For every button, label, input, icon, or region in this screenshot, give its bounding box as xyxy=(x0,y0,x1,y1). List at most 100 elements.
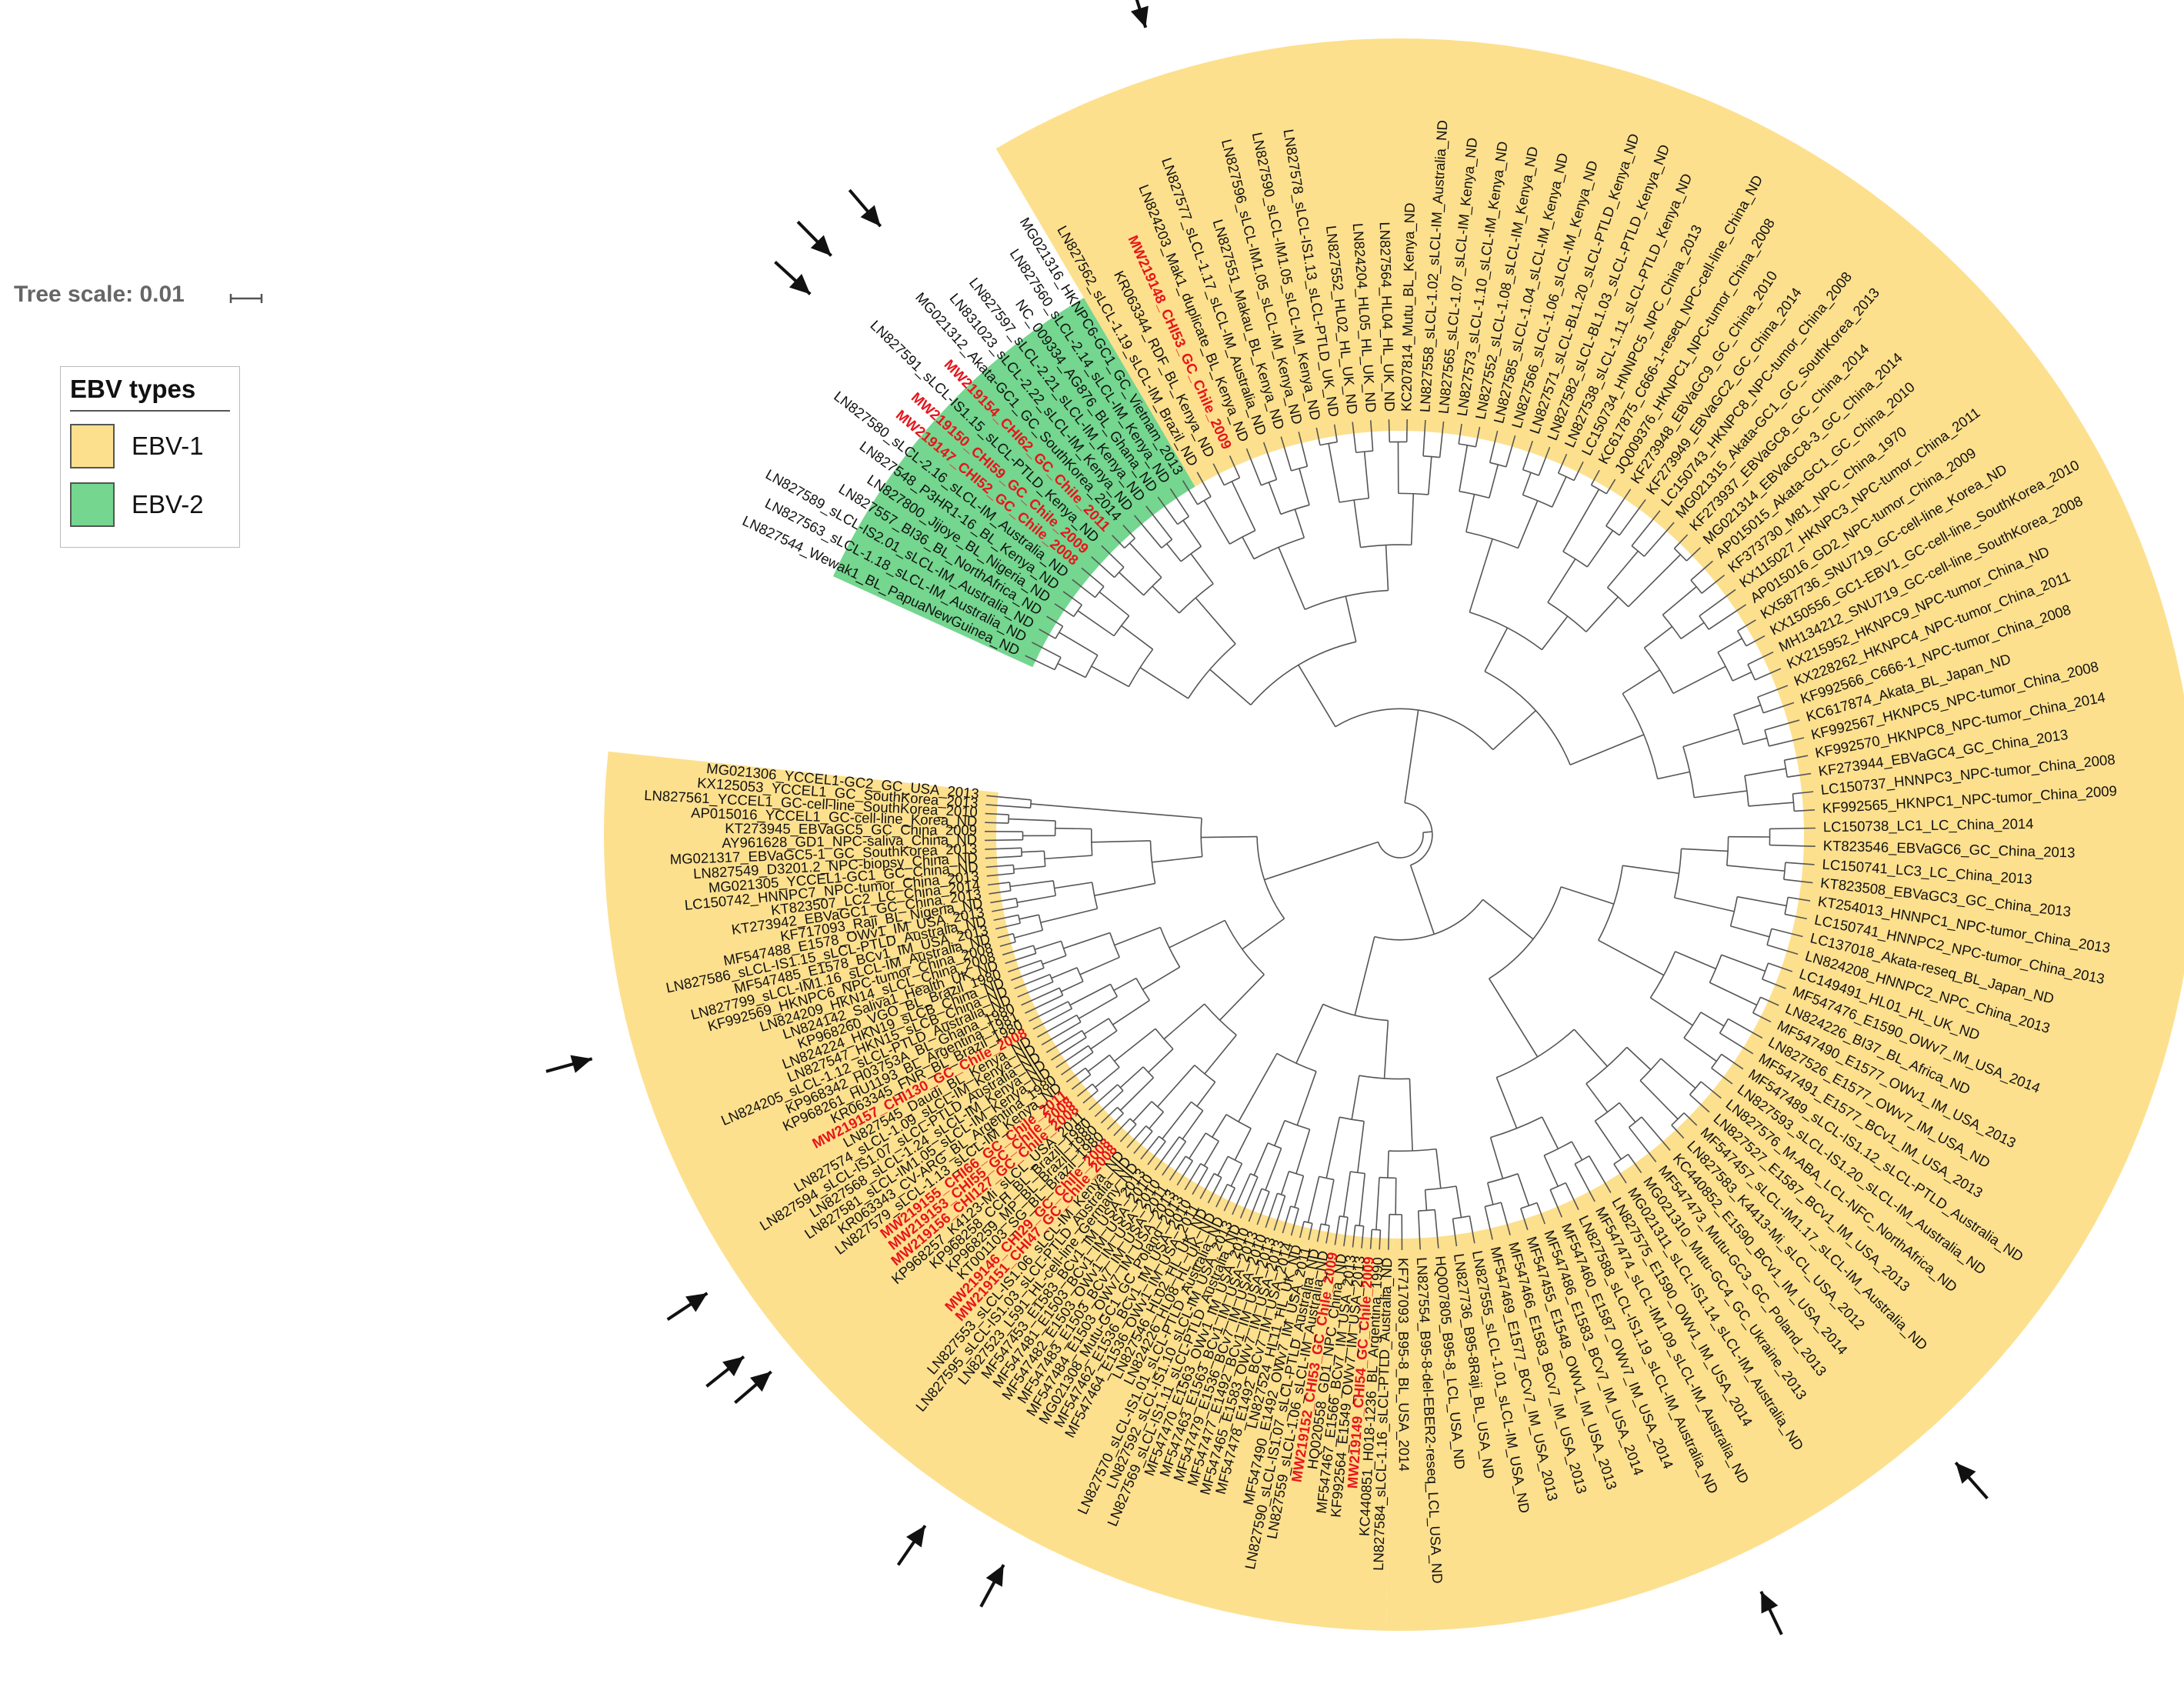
tree-branch xyxy=(1689,1094,1710,1113)
tree-branch xyxy=(1788,896,1811,902)
tree-branch xyxy=(1489,430,1499,463)
tree-branch xyxy=(1185,1155,1193,1162)
tree-branch xyxy=(1662,586,1697,615)
tree-branch xyxy=(1215,1184,1229,1208)
tree-branch xyxy=(1726,865,1786,872)
arrow-head-icon xyxy=(906,1525,925,1548)
tree-branch xyxy=(1205,1132,1219,1142)
tree-branch xyxy=(1117,1084,1124,1092)
tree-branch xyxy=(1063,932,1111,949)
tree-branch xyxy=(1061,981,1084,992)
tree-branch xyxy=(1619,1102,1636,1123)
tree-branch xyxy=(1598,939,1665,976)
tree-branch xyxy=(1398,492,1429,495)
tree-branch xyxy=(1794,808,1816,812)
tree-branch xyxy=(990,897,1017,904)
tree-branch xyxy=(1424,1189,1428,1211)
tree-branch xyxy=(1628,1126,1657,1162)
tree-branch xyxy=(1333,424,1339,442)
tree-branch xyxy=(1549,1182,1566,1191)
tree-branch xyxy=(1021,987,1060,1006)
tree-branch xyxy=(1294,508,1305,538)
tree-branch xyxy=(1459,443,1476,448)
tree-branch xyxy=(1517,500,1539,548)
legend-swatch-ebv2 xyxy=(70,482,115,527)
tree-branch xyxy=(1042,955,1067,965)
tree-branch xyxy=(1721,954,1766,972)
tree-branch xyxy=(1674,897,1735,912)
tree-branch xyxy=(1345,596,1357,642)
arrow-head-icon xyxy=(810,235,832,256)
tree-branch xyxy=(1227,1155,1242,1165)
tree-branch xyxy=(1147,1141,1166,1165)
tree-branch xyxy=(1025,995,1063,1014)
tree-branch xyxy=(1585,1083,1609,1113)
tree-branch xyxy=(1307,1176,1320,1223)
tree-branch xyxy=(1054,882,1092,889)
tree-branch xyxy=(1029,1001,1069,1022)
tree-branch xyxy=(1032,642,1062,658)
tree-branch xyxy=(1434,1209,1439,1249)
tree-branch xyxy=(1087,1054,1110,1072)
tree-branch xyxy=(992,905,1019,912)
tree-branch xyxy=(1044,855,1092,860)
tree-branch xyxy=(1112,999,1150,1025)
tree-branch xyxy=(1015,898,1019,907)
tree-branch xyxy=(1682,728,1739,748)
tree-branch xyxy=(1484,627,1509,672)
tree-branch xyxy=(995,922,1021,930)
tree-branch xyxy=(1363,452,1370,498)
tree-branch xyxy=(1069,983,1111,1006)
tree-branch xyxy=(1343,1217,1349,1247)
tree-branch xyxy=(1029,799,1032,808)
tree-branch xyxy=(1204,1034,1237,1075)
tree-branches xyxy=(985,419,1816,1250)
tree-branch xyxy=(1149,840,1156,884)
tree-branch xyxy=(1319,1175,1335,1181)
tree-branch xyxy=(1114,1028,1156,1062)
tree-branch xyxy=(1242,918,1285,950)
tree-branch xyxy=(1385,545,1389,591)
tree-branch xyxy=(1142,966,1181,990)
tree-branch xyxy=(1369,1229,1373,1249)
tree-branch xyxy=(993,914,1019,922)
tree-branch xyxy=(1230,1163,1243,1187)
tree-branch xyxy=(1359,1173,1366,1226)
arrow-head-icon xyxy=(749,1372,772,1392)
tree-branch xyxy=(1077,610,1115,637)
tree-branch xyxy=(1019,914,1039,920)
arrow-head-icon xyxy=(685,1293,708,1312)
tree-scale-label: Tree scale: 0.01 xyxy=(14,282,185,307)
tree-branch xyxy=(1231,481,1256,531)
tree-branch xyxy=(1262,442,1278,480)
tree-branch xyxy=(1744,768,1786,777)
tree-branch xyxy=(1631,545,1645,557)
tree-branch xyxy=(1389,1148,1437,1152)
tree-branch xyxy=(1769,827,1816,830)
tree-branch xyxy=(1203,1141,1219,1166)
tree-branch xyxy=(1628,554,1682,608)
tree-branch xyxy=(1032,945,1037,954)
tree-branch xyxy=(1409,1079,1413,1152)
tree-branch xyxy=(1487,1173,1519,1184)
legend-swatch-ebv1 xyxy=(70,424,115,468)
tree-branch xyxy=(1253,1142,1269,1176)
tree-branch xyxy=(1784,897,1789,915)
tree-branch xyxy=(1295,1004,1324,1064)
tree-branch xyxy=(1091,556,1115,578)
tree-branch xyxy=(1154,1136,1180,1171)
tree-branch xyxy=(1157,1065,1195,1108)
tree-branch xyxy=(1417,1211,1421,1250)
tree-branch xyxy=(1209,668,1252,705)
tree-branch xyxy=(1522,494,1552,508)
tree-branch xyxy=(1091,840,1151,843)
tree-branch xyxy=(1744,775,1749,806)
tree-branch xyxy=(1062,591,1082,606)
tree-branch xyxy=(1520,1208,1529,1231)
tree-branch xyxy=(1361,1225,1365,1249)
arrow-head-icon xyxy=(1956,1462,1976,1484)
tree-branch xyxy=(1078,995,1118,1019)
tree-branch xyxy=(985,822,1009,824)
tree-branch xyxy=(1113,615,1130,637)
